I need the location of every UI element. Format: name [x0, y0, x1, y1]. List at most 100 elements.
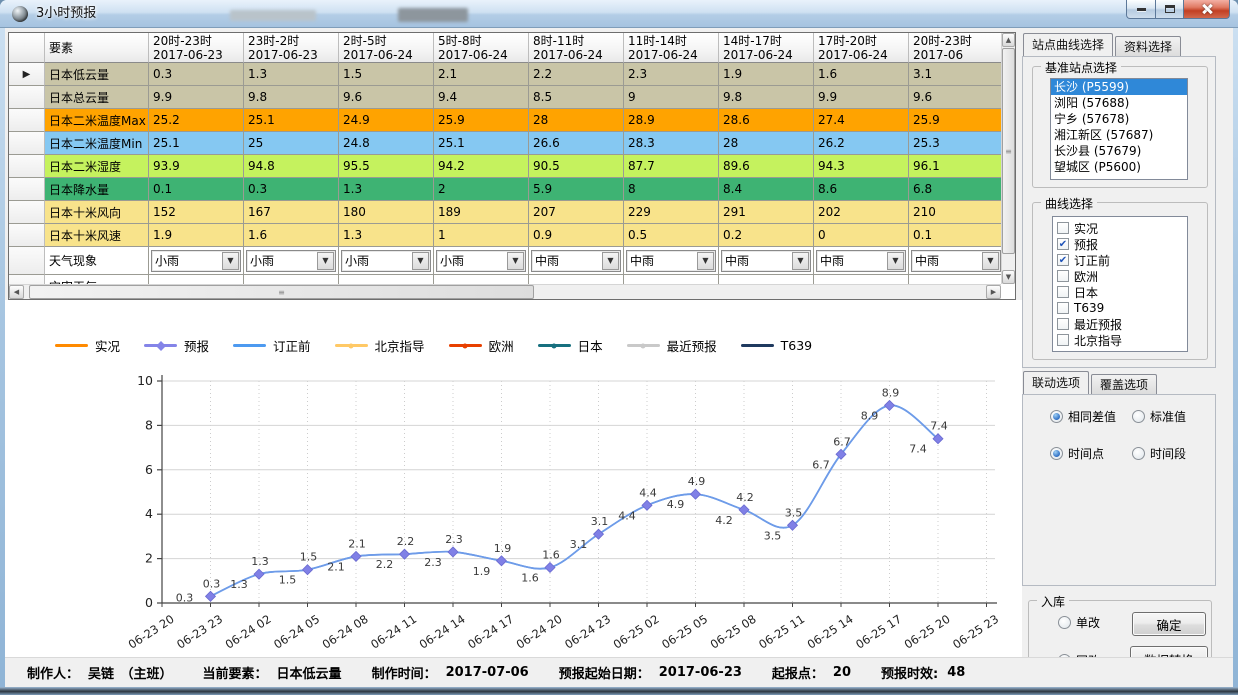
checkbox-icon[interactable]: ✔ — [1057, 254, 1069, 266]
scroll-down-arrow[interactable]: ▼ — [1002, 270, 1015, 284]
confirm-button[interactable]: 确定 — [1132, 612, 1206, 636]
curve-check-row[interactable]: 欧洲 — [1053, 268, 1187, 284]
table-horizontal-scrollbar[interactable]: ◀ ▶ ≡ — [9, 284, 1001, 299]
value-cell[interactable]: 8.6 — [814, 178, 909, 201]
row-selector-cell[interactable] — [9, 247, 45, 275]
value-cell[interactable]: 180 — [339, 201, 434, 224]
station-list-item[interactable]: 长沙县 (57679) — [1054, 144, 1142, 158]
value-cell[interactable]: 152 — [149, 201, 244, 224]
value-cell[interactable] — [529, 275, 624, 284]
value-cell[interactable] — [434, 275, 529, 284]
curve-check-row[interactable]: T639 — [1053, 300, 1187, 316]
value-cell[interactable]: 25.1 — [244, 109, 339, 132]
curve-check-row[interactable]: ✔ 预报 — [1053, 236, 1187, 252]
weather-combobox[interactable]: 中雨 ▼ — [911, 249, 1001, 272]
weather-combobox[interactable]: 中雨 ▼ — [721, 249, 811, 272]
row-selector-cell[interactable] — [9, 178, 45, 201]
radio-icon[interactable] — [1132, 410, 1145, 423]
value-cell[interactable]: 25.1 — [149, 132, 244, 155]
maximize-button[interactable] — [1156, 0, 1184, 19]
value-cell[interactable] — [909, 275, 1001, 284]
value-cell[interactable]: 0.1 — [149, 178, 244, 201]
checkbox-icon[interactable] — [1057, 334, 1069, 346]
value-cell[interactable]: 9.4 — [434, 86, 529, 109]
value-cell[interactable]: 6.8 — [909, 178, 1001, 201]
value-cell[interactable]: 94.3 — [814, 155, 909, 178]
storage-radio[interactable]: 单改 — [1058, 614, 1100, 631]
value-cell[interactable]: 1.9 — [149, 224, 244, 247]
value-cell[interactable] — [149, 275, 244, 284]
station-list-item[interactable]: 湘江新区 (57687) — [1054, 128, 1154, 142]
chevron-down-icon[interactable]: ▼ — [507, 251, 524, 270]
value-cell[interactable] — [244, 275, 339, 284]
value-cell[interactable]: 9 — [624, 86, 719, 109]
value-cell[interactable]: 94.2 — [434, 155, 529, 178]
weather-combobox[interactable]: 中雨 ▼ — [816, 249, 906, 272]
checkbox-icon[interactable]: ✔ — [1057, 238, 1069, 250]
element-column-header[interactable]: 要素 — [45, 33, 149, 63]
checkbox-icon[interactable] — [1057, 222, 1069, 234]
value-cell[interactable]: 24.9 — [339, 109, 434, 132]
station-list-item[interactable]: 望城区 (P5600) — [1054, 160, 1141, 174]
value-cell[interactable] — [339, 275, 434, 284]
curve-check-row[interactable]: 最近预报 — [1053, 316, 1187, 332]
value-cell[interactable]: 25.2 — [149, 109, 244, 132]
value-cell[interactable]: 2.2 — [529, 63, 624, 86]
value-cell[interactable]: 96.1 — [909, 155, 1001, 178]
chevron-down-icon[interactable]: ▼ — [792, 251, 809, 270]
curve-check-row[interactable]: ✔ 订正前 — [1053, 252, 1187, 268]
chevron-down-icon[interactable]: ▼ — [887, 251, 904, 270]
value-cell[interactable]: 87.7 — [624, 155, 719, 178]
row-selector-cell[interactable] — [9, 132, 45, 155]
row-selector-cell[interactable] — [9, 86, 45, 109]
chevron-down-icon[interactable]: ▼ — [697, 251, 714, 270]
weather-combobox[interactable]: 中雨 ▼ — [626, 249, 716, 272]
value-cell[interactable]: 2 — [434, 178, 529, 201]
chevron-down-icon[interactable]: ▼ — [317, 251, 334, 270]
radio-icon[interactable] — [1050, 447, 1063, 460]
row-selector-cell[interactable] — [9, 224, 45, 247]
value-cell[interactable] — [624, 275, 719, 284]
curve-check-row[interactable]: 日本 — [1053, 284, 1187, 300]
link-radio[interactable]: 标准值 — [1132, 408, 1206, 425]
time-column-header[interactable]: 2时-5时 2017-06-24 — [339, 33, 434, 63]
value-cell[interactable]: 9.8 — [244, 86, 339, 109]
tab-active[interactable]: 站点曲线选择 — [1023, 33, 1114, 56]
link-radio[interactable]: 时间点 — [1050, 445, 1132, 462]
value-cell[interactable]: 25.1 — [434, 132, 529, 155]
value-cell[interactable]: 229 — [624, 201, 719, 224]
row-selector-cell[interactable]: ▶ — [9, 63, 45, 86]
row-selector-cell[interactable] — [9, 201, 45, 224]
value-cell[interactable]: 291 — [719, 201, 814, 224]
value-cell[interactable]: 9.6 — [339, 86, 434, 109]
value-cell[interactable]: 1.3 — [244, 63, 339, 86]
value-cell[interactable] — [719, 275, 814, 284]
value-cell[interactable]: 0 — [814, 224, 909, 247]
time-column-header[interactable]: 23时-2时 2017-06-23 — [244, 33, 339, 63]
value-cell[interactable]: 25 — [244, 132, 339, 155]
radio-icon[interactable] — [1050, 410, 1063, 423]
tab-inactive[interactable]: 覆盖选项 — [1091, 374, 1158, 394]
vertical-scroll-thumb[interactable]: ≡ — [1002, 48, 1015, 254]
value-cell[interactable]: 9.9 — [149, 86, 244, 109]
weather-combobox[interactable]: 小雨 ▼ — [246, 249, 336, 272]
value-cell[interactable]: 9.8 — [719, 86, 814, 109]
value-cell[interactable]: 8 — [624, 178, 719, 201]
weather-combobox[interactable]: 小雨 ▼ — [436, 249, 526, 272]
value-cell[interactable]: 202 — [814, 201, 909, 224]
value-cell[interactable]: 9.6 — [909, 86, 1001, 109]
row-selector-cell[interactable] — [9, 275, 45, 284]
chevron-down-icon[interactable]: ▼ — [222, 251, 239, 270]
checkbox-icon[interactable] — [1057, 286, 1069, 298]
scroll-left-arrow[interactable]: ◀ — [9, 285, 24, 299]
link-radio[interactable]: 相同差值 — [1050, 408, 1132, 425]
value-cell[interactable]: 28 — [719, 132, 814, 155]
station-list-item[interactable]: 宁乡 (57678) — [1054, 112, 1130, 126]
value-cell[interactable]: 8.4 — [719, 178, 814, 201]
value-cell[interactable]: 25.3 — [909, 132, 1001, 155]
value-cell[interactable]: 189 — [434, 201, 529, 224]
time-column-header[interactable]: 14时-17时 2017-06-24 — [719, 33, 814, 63]
value-cell[interactable]: 1.3 — [339, 178, 434, 201]
row-selector-cell[interactable] — [9, 155, 45, 178]
value-cell[interactable]: 25.9 — [909, 109, 1001, 132]
